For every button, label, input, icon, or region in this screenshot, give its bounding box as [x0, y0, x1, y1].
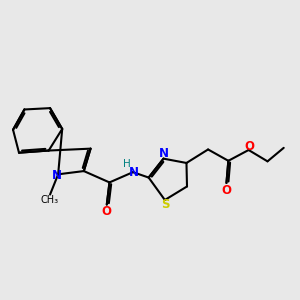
Text: S: S — [161, 198, 170, 211]
Text: N: N — [128, 166, 139, 179]
Text: CH₃: CH₃ — [41, 195, 59, 205]
Text: N: N — [159, 147, 169, 160]
Text: O: O — [221, 184, 231, 197]
Text: N: N — [52, 169, 62, 182]
Text: O: O — [244, 140, 254, 153]
Text: O: O — [102, 205, 112, 218]
Text: H: H — [123, 159, 130, 169]
